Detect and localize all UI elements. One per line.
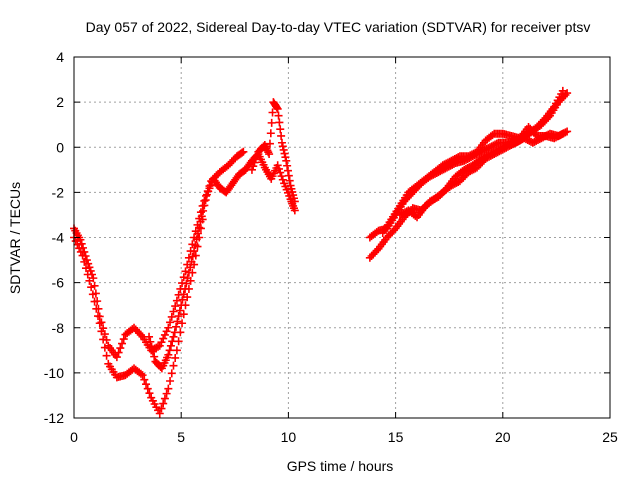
series-track-2	[70, 215, 207, 418]
x-axis-ticks: 0 5 10 15 20 25	[70, 57, 618, 445]
y-tick-label: 0	[56, 139, 64, 155]
y-axis-label: SDTVAR / TECUs	[7, 182, 23, 294]
series-track-3	[145, 150, 299, 373]
y-tick-label: -4	[52, 230, 65, 246]
point-marks	[365, 89, 572, 242]
series-track-8	[395, 86, 567, 222]
x-axis-label: GPS time / hours	[287, 458, 394, 474]
point-marks	[70, 215, 207, 418]
y-tick-label: -8	[52, 320, 65, 336]
series-track-4	[247, 98, 299, 206]
y-axis-ticks: -12 -10 -8 -6 -4 -2 0 2 4	[44, 49, 610, 426]
grid-lines	[74, 57, 610, 418]
y-tick-label: -6	[52, 275, 65, 291]
y-tick-label: -12	[44, 410, 64, 426]
y-tick-label: 4	[56, 49, 64, 65]
point-marks	[145, 150, 299, 373]
point-marks	[70, 147, 248, 362]
chart-title: Day 057 of 2022, Sidereal Day-to-day VTE…	[86, 19, 591, 35]
y-tick-label: -10	[44, 365, 64, 381]
data-points	[70, 86, 572, 418]
x-tick-label: 15	[388, 429, 404, 445]
x-tick-label: 0	[70, 429, 78, 445]
x-tick-label: 20	[495, 429, 511, 445]
x-tick-label: 5	[177, 429, 185, 445]
y-tick-label: 2	[56, 94, 64, 110]
point-marks	[395, 86, 567, 222]
series-track-7	[378, 122, 567, 237]
x-tick-label: 25	[602, 429, 618, 445]
point-marks	[247, 98, 299, 206]
x-tick-label: 10	[281, 429, 297, 445]
y-tick-label: -2	[52, 184, 65, 200]
point-marks	[378, 122, 567, 237]
series-track-1	[70, 147, 248, 362]
series-track-5	[365, 89, 572, 242]
